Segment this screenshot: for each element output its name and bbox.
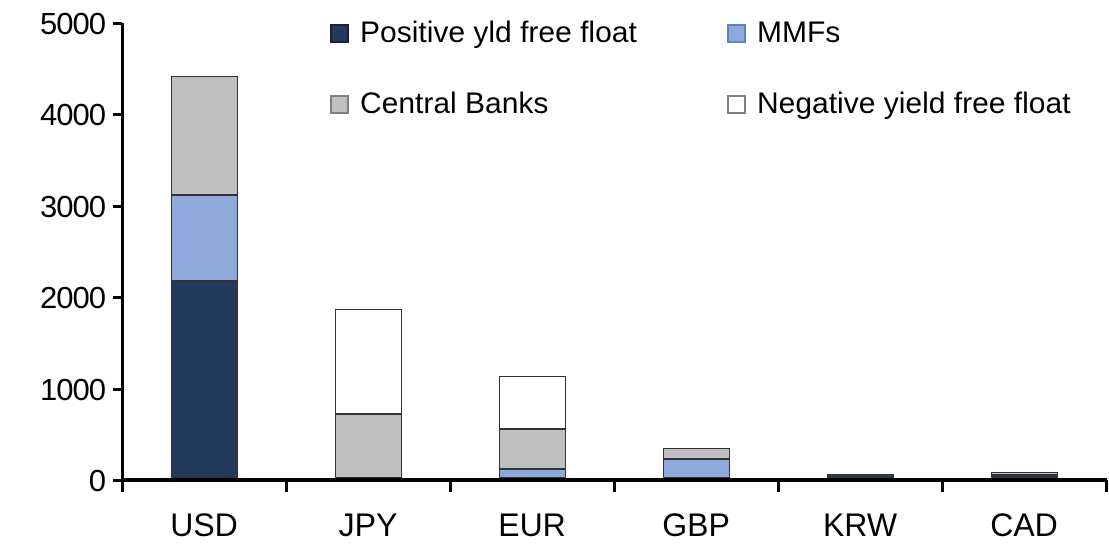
y-tick-mark	[113, 204, 122, 208]
bar-segment-gbp-central-banks	[662, 447, 730, 459]
bar-group-gbp	[662, 0, 730, 478]
x-tick-mark	[940, 480, 944, 492]
bar-segment-eur-negative-yield-free-float	[498, 376, 566, 429]
x-category-label: CAD	[990, 507, 1058, 543]
legend-label: Central Banks	[360, 87, 549, 120]
legend-item-positive-yld-free-float: Positive yld free float	[330, 16, 637, 50]
bar-group-cad	[990, 0, 1058, 478]
x-tick-mark	[284, 480, 288, 492]
bar-segment-krw-positive-yld-free-float	[826, 474, 894, 478]
y-tick-mark	[113, 22, 122, 25]
x-category-label: KRW	[822, 507, 898, 543]
y-tick-label: 5000	[40, 6, 106, 41]
x-tick-mark	[120, 480, 124, 492]
y-tick-mark	[113, 479, 122, 482]
bar-group-usd	[170, 0, 238, 478]
legend-label: Negative yield free float	[757, 87, 1071, 120]
y-tick-label: 3000	[40, 188, 106, 224]
y-tick-label: 0	[88, 463, 106, 498]
y-tick-mark	[113, 296, 122, 300]
x-category-label: GBP	[662, 507, 730, 543]
legend-swatch-icon	[727, 94, 746, 114]
bar-group-eur	[498, 0, 566, 478]
legend-item-negative-yield-free-float: Negative yield free float	[727, 87, 1071, 121]
bar-segment-eur-mmfs	[498, 468, 566, 478]
y-axis-line	[121, 23, 124, 482]
legend-swatch-icon	[330, 23, 349, 43]
y-tick-label: 1000	[40, 371, 106, 407]
bar-segment-jpy-central-banks	[334, 414, 402, 478]
bar-segment-gbp-mmfs	[662, 458, 730, 478]
bar-segment-cad-central-banks	[990, 472, 1058, 476]
legend-swatch-icon	[330, 94, 349, 114]
bar-segment-usd-positive-yld-free-float	[170, 281, 238, 478]
x-tick-mark	[1104, 480, 1108, 492]
bar-group-krw	[826, 0, 894, 478]
x-category-label: JPY	[338, 507, 398, 543]
legend-item-mmfs: MMFs	[727, 16, 840, 50]
x-tick-mark	[776, 480, 780, 492]
x-category-label: USD	[170, 507, 238, 543]
x-category-label: EUR	[498, 507, 566, 543]
bar-segment-eur-central-banks	[498, 428, 566, 469]
y-tick-mark	[113, 113, 122, 117]
y-tick-label: 4000	[40, 97, 106, 133]
y-tick-mark	[113, 387, 122, 391]
bar-group-jpy	[334, 0, 402, 478]
legend-label: Positive yld free float	[360, 16, 637, 49]
bar-segment-usd-central-banks	[170, 75, 238, 195]
x-tick-mark	[448, 480, 452, 492]
x-tick-mark	[612, 480, 616, 492]
bar-segment-jpy-negative-yield-free-float	[334, 308, 402, 415]
legend-swatch-icon	[727, 23, 746, 43]
bar-segment-usd-mmfs	[170, 194, 238, 282]
legend-item-central-banks: Central Banks	[330, 87, 548, 121]
legend-label: MMFs	[757, 16, 841, 49]
bar-segment-cad-positive-yld-free-float	[990, 475, 1058, 478]
y-tick-label: 2000	[40, 280, 106, 316]
